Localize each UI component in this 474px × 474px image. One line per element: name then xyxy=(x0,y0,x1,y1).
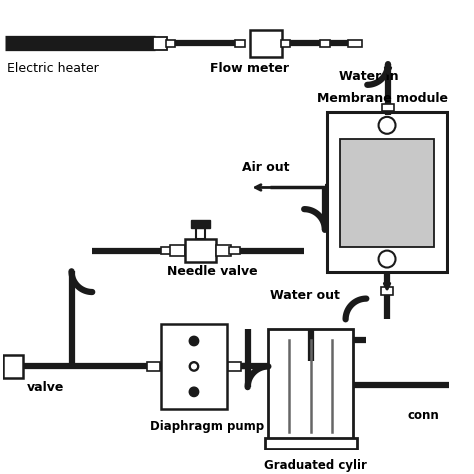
Text: Electric heater: Electric heater xyxy=(8,62,99,75)
Text: conn: conn xyxy=(408,409,439,422)
Bar xyxy=(147,362,160,371)
Text: Water in: Water in xyxy=(339,70,399,83)
Circle shape xyxy=(379,251,395,267)
Bar xyxy=(264,438,357,449)
Bar xyxy=(171,246,185,256)
Bar xyxy=(161,324,227,409)
Circle shape xyxy=(190,363,198,370)
Circle shape xyxy=(189,362,199,371)
Bar xyxy=(185,239,216,262)
Bar xyxy=(228,362,241,371)
Bar xyxy=(196,228,205,239)
Bar xyxy=(320,40,329,46)
Bar xyxy=(3,355,24,378)
Bar xyxy=(281,40,290,46)
Text: Water out: Water out xyxy=(270,289,340,302)
Text: Flow meter: Flow meter xyxy=(210,62,289,75)
Text: valve: valve xyxy=(27,382,64,394)
Text: Diaphragm pump: Diaphragm pump xyxy=(150,420,264,433)
Bar xyxy=(268,329,353,442)
Circle shape xyxy=(379,117,395,134)
Circle shape xyxy=(189,387,199,397)
Bar xyxy=(154,37,167,50)
Text: Graduated cylir: Graduated cylir xyxy=(264,459,366,472)
Bar xyxy=(249,30,282,56)
Bar xyxy=(161,247,173,255)
Bar xyxy=(216,246,231,256)
Bar xyxy=(348,40,362,47)
Bar xyxy=(236,40,245,46)
Bar xyxy=(166,40,175,46)
Bar xyxy=(382,287,392,295)
Bar xyxy=(327,112,447,272)
Text: Air out: Air out xyxy=(242,161,290,174)
Text: Membrane module: Membrane module xyxy=(318,91,448,105)
Bar xyxy=(340,138,434,247)
Circle shape xyxy=(189,336,199,346)
Bar xyxy=(191,220,210,228)
Bar xyxy=(229,247,240,255)
Text: Needle valve: Needle valve xyxy=(167,264,257,278)
Bar xyxy=(383,104,393,111)
